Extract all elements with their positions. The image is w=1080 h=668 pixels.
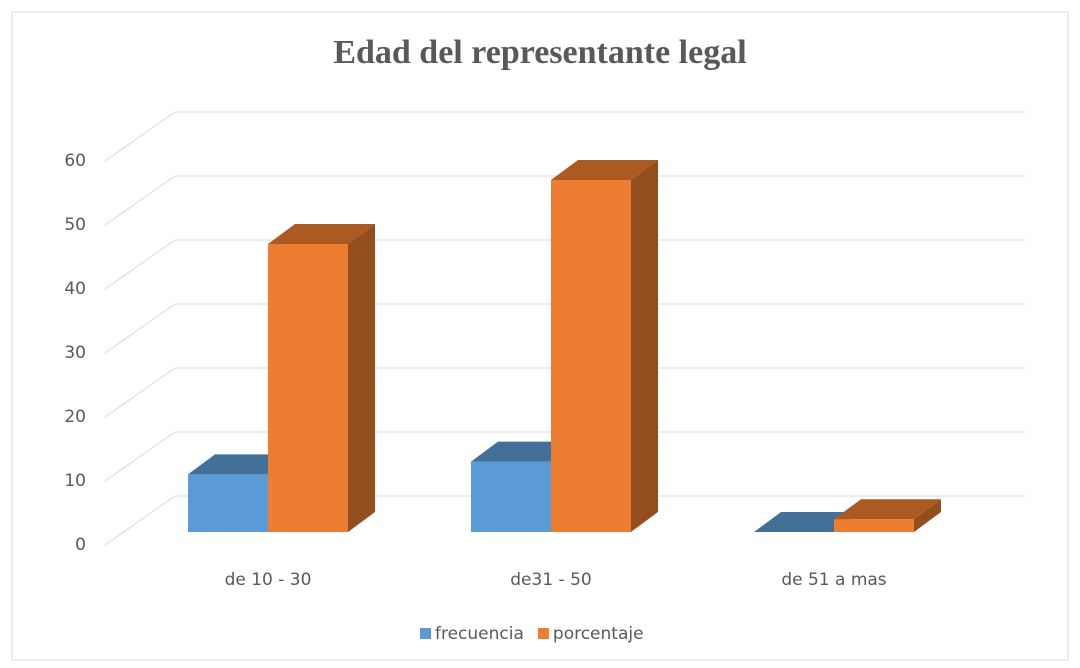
y-tick-label: 20 bbox=[64, 407, 86, 427]
grid-line bbox=[104, 367, 176, 418]
grid-line bbox=[104, 495, 176, 546]
y-tick-label: 40 bbox=[64, 279, 86, 299]
legend-swatch bbox=[420, 628, 431, 639]
grid-line bbox=[104, 175, 176, 226]
bar-top bbox=[834, 499, 941, 520]
legend-swatch bbox=[537, 628, 549, 639]
bar bbox=[834, 519, 914, 532]
grid-line bbox=[104, 239, 176, 290]
grid-line bbox=[104, 111, 176, 162]
y-tick-label: 10 bbox=[64, 471, 86, 491]
grid-line bbox=[104, 431, 176, 482]
bar-side bbox=[348, 224, 375, 532]
bar bbox=[551, 180, 631, 532]
bar-side bbox=[914, 499, 941, 532]
bar-top bbox=[268, 224, 375, 244]
bar-top bbox=[551, 160, 658, 180]
grid-line bbox=[104, 303, 176, 354]
bar bbox=[268, 244, 348, 532]
x-tick-label: de 10 - 30 bbox=[225, 570, 312, 590]
y-tick-label: 50 bbox=[64, 215, 86, 235]
bar bbox=[471, 461, 551, 532]
chart-title: Edad del representante legal bbox=[333, 34, 746, 71]
bar bbox=[188, 474, 268, 532]
legend-label: frecuencia bbox=[435, 624, 524, 644]
bar-side bbox=[631, 160, 658, 532]
x-tick-label: de 51 a mas bbox=[781, 570, 886, 590]
y-tick-label: 0 bbox=[75, 535, 86, 555]
y-tick-label: 30 bbox=[64, 343, 86, 363]
y-tick-label: 60 bbox=[64, 151, 86, 171]
x-tick-label: de31 - 50 bbox=[510, 570, 591, 590]
legend-label: porcentaje bbox=[553, 624, 644, 644]
chart-border bbox=[11, 11, 1069, 661]
